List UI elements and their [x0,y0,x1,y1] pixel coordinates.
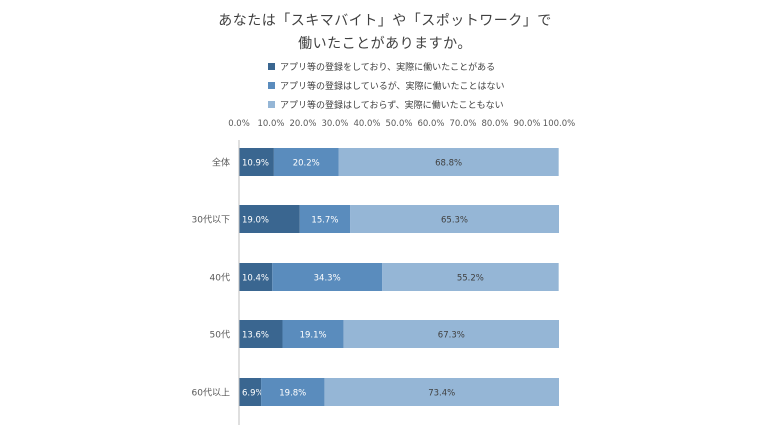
data-label: 13.6% [242,331,269,341]
x-tick-label: 20.0% [289,119,316,129]
legend-swatch [268,82,275,89]
bar-segment [239,378,262,406]
bar-segment [343,320,559,348]
data-label: 20.2% [293,159,320,169]
x-tick-label: 10.0% [257,119,284,129]
category-label: 全体 [212,157,230,169]
bar-segment [272,263,383,291]
x-tick-label: 50.0% [385,119,412,129]
category-label: 40代 [210,273,230,284]
bar-segment [350,205,559,233]
x-tick-label: 30.0% [321,119,348,129]
bar-segment [382,263,559,291]
legend-label: アプリ等の登録をしており、実際に働いたことがある [280,63,496,73]
chart-legend: アプリ等の登録をしており、実際に働いたことがある アプリ等の登録はしているが、実… [268,57,505,114]
data-label: 6.9% [242,389,264,399]
bar-segment [273,148,339,176]
category-label: 60代以上 [192,388,230,399]
x-tick-label: 100.0% [543,119,575,129]
legend-swatch [268,63,275,70]
bar-segment [261,378,325,406]
bar-segment [282,320,344,348]
data-label: 19.0% [242,216,269,226]
x-tick-label: 80.0% [481,119,508,129]
data-label: 55.2% [457,274,484,284]
data-label: 19.1% [300,331,327,341]
bar-segment [239,148,274,176]
bar-segment [299,205,351,233]
bar-segment [239,263,273,291]
data-label: 34.3% [314,274,341,284]
bar-segment [239,320,283,348]
legend-label: アプリ等の登録はしているが、実際に働いたことはない [280,82,505,92]
data-label: 15.7% [311,216,338,226]
data-label: 65.3% [441,216,468,226]
bar-segment [338,148,559,176]
x-tick-label: 60.0% [417,119,444,129]
x-tick-label: 40.0% [353,119,380,129]
x-tick-label: 90.0% [513,119,540,129]
x-tick-label: 0.0% [228,119,250,129]
legend-item-registered-worked: アプリ等の登録をしており、実際に働いたことがある [268,57,505,76]
x-tick-label: 70.0% [449,119,476,129]
data-label: 73.4% [428,389,455,399]
data-label: 10.9% [242,159,269,169]
legend-label: アプリ等の登録はしておらず、実際に働いたこともない [280,101,504,111]
legend-swatch [268,101,275,108]
chart-title-line-1: あなたは「スキマバイト」や「スポットワーク」で [218,13,552,29]
data-label: 67.3% [438,331,465,341]
data-label: 19.8% [279,389,306,399]
chart-title-line-2: 働いたことがありますか。 [298,36,472,52]
data-label: 10.4% [242,274,269,284]
category-label: 50代 [210,330,230,341]
legend-item-registered-not-worked: アプリ等の登録はしているが、実際に働いたことはない [268,76,505,95]
data-label: 68.8% [435,159,462,169]
bar-segment [324,378,559,406]
category-label: 30代以下 [192,215,230,226]
legend-item-not-registered: アプリ等の登録はしておらず、実際に働いたこともない [268,95,505,114]
bar-segment [239,205,300,233]
